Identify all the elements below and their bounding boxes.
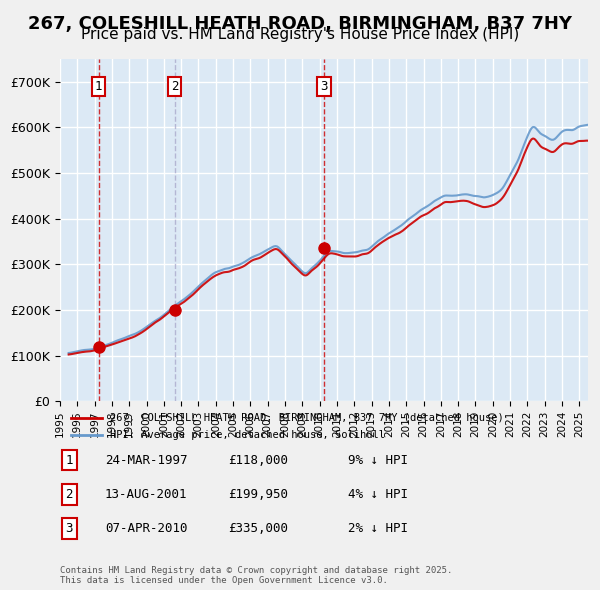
Text: 07-APR-2010: 07-APR-2010 <box>105 522 187 535</box>
Text: 267, COLESHILL HEATH ROAD, BIRMINGHAM, B37 7HY: 267, COLESHILL HEATH ROAD, BIRMINGHAM, B… <box>28 15 572 33</box>
Text: HPI: Average price, detached house, Solihull: HPI: Average price, detached house, Soli… <box>110 430 385 440</box>
Text: 3: 3 <box>320 80 328 93</box>
Text: 4% ↓ HPI: 4% ↓ HPI <box>348 488 408 501</box>
Text: 3: 3 <box>65 522 73 535</box>
Text: £118,000: £118,000 <box>228 454 288 467</box>
Text: 2: 2 <box>65 488 73 501</box>
Text: 13-AUG-2001: 13-AUG-2001 <box>105 488 187 501</box>
Text: 1: 1 <box>95 80 103 93</box>
Text: 9% ↓ HPI: 9% ↓ HPI <box>348 454 408 467</box>
Text: 24-MAR-1997: 24-MAR-1997 <box>105 454 187 467</box>
Text: 267, COLESHILL HEATH ROAD, BIRMINGHAM, B37 7HY (detached house): 267, COLESHILL HEATH ROAD, BIRMINGHAM, B… <box>110 413 504 423</box>
Text: Contains HM Land Registry data © Crown copyright and database right 2025.
This d: Contains HM Land Registry data © Crown c… <box>60 566 452 585</box>
Text: 2% ↓ HPI: 2% ↓ HPI <box>348 522 408 535</box>
Text: £335,000: £335,000 <box>228 522 288 535</box>
Text: £199,950: £199,950 <box>228 488 288 501</box>
Text: Price paid vs. HM Land Registry's House Price Index (HPI): Price paid vs. HM Land Registry's House … <box>81 27 519 41</box>
Text: 1: 1 <box>65 454 73 467</box>
Text: 2: 2 <box>171 80 178 93</box>
